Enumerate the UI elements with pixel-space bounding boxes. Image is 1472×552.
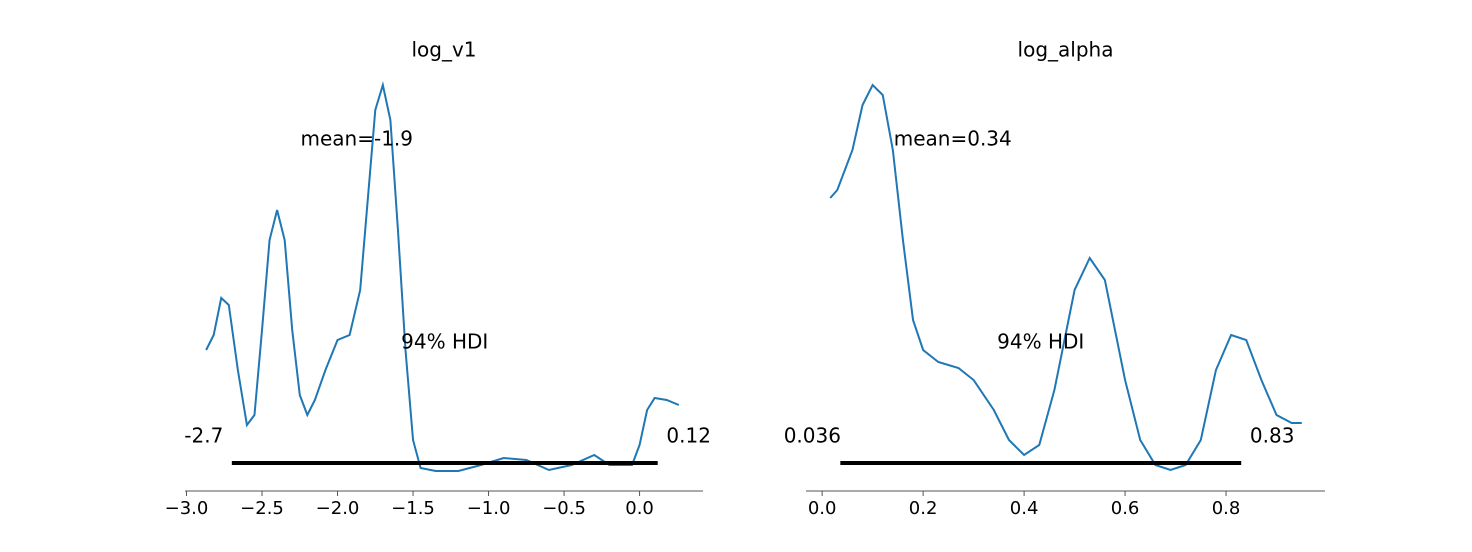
density-line: [829, 83, 1302, 472]
chart-title: log_alpha: [1018, 38, 1114, 62]
x-tick-label: 0.4: [1010, 498, 1039, 519]
hdi-label: 94% HDI: [997, 330, 1084, 354]
x-tick-label: 0.0: [625, 498, 654, 519]
hdi-upper-label: 0.83: [1250, 424, 1295, 448]
hdi-upper-label: 0.12: [666, 424, 711, 448]
hdi-lower-label: 0.036: [784, 424, 841, 448]
x-tick-label: 0.0: [808, 498, 837, 519]
x-tick-label: −1.5: [391, 498, 435, 519]
x-tick-label: 0.6: [1111, 498, 1140, 519]
x-tick-label: −2.0: [316, 498, 360, 519]
hdi-label: 94% HDI: [401, 330, 488, 354]
x-tick-label: 0.8: [1212, 498, 1241, 519]
mean-label: mean=0.34: [894, 127, 1012, 151]
x-tick-label: −3.0: [165, 498, 209, 519]
x-tick-label: −0.5: [542, 498, 586, 519]
density-line: [205, 81, 680, 472]
x-tick-label: −2.5: [240, 498, 284, 519]
mean-label: mean=-1.9: [301, 127, 414, 151]
x-tick-label: −1.0: [467, 498, 511, 519]
x-tick-label: 0.2: [909, 498, 938, 519]
chart-title: log_v1: [411, 38, 476, 62]
hdi-lower-label: -2.7: [184, 424, 223, 448]
